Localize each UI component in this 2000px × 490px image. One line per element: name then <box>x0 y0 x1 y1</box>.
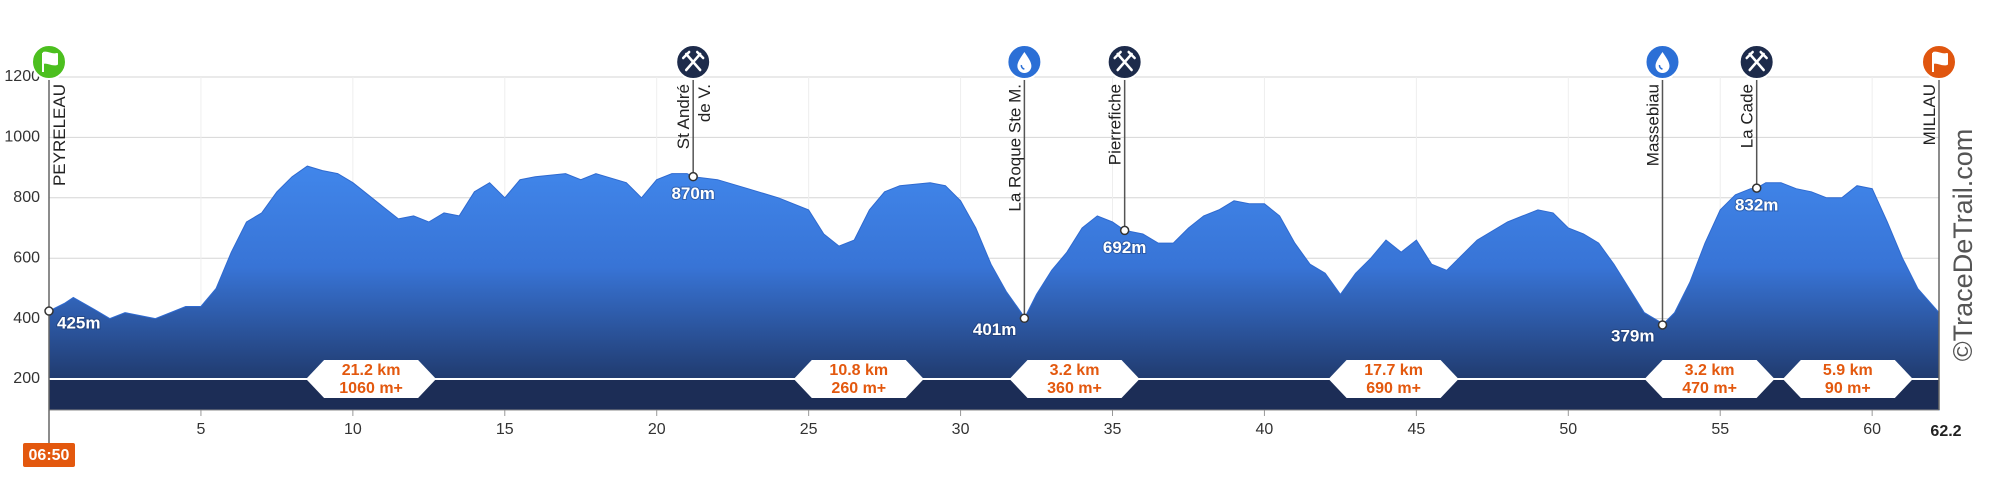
elevation-area <box>48 165 1940 411</box>
waypoint-point <box>1657 320 1668 330</box>
watermark: ©TraceDeTrail.com <box>1948 129 1978 361</box>
fork-knife-glyph <box>1745 50 1768 72</box>
elevation-label: 425m <box>57 314 100 333</box>
x-tick-label: 35 <box>1104 421 1122 438</box>
waypoint-icon <box>1006 44 1043 80</box>
waypoint-point <box>688 171 698 182</box>
waypoint-label: La Cade <box>1738 84 1757 148</box>
x-tick-label: 25 <box>800 421 818 438</box>
segment-distance: 10.8 km <box>829 362 888 379</box>
segment-badge <box>1644 360 1775 398</box>
segment-gain: 260 m+ <box>831 380 886 397</box>
segment-badge <box>1009 360 1140 398</box>
flag-glyph <box>1932 51 1948 72</box>
elevation-label: 692m <box>1103 238 1146 257</box>
y-tick-label: 1200 <box>4 68 40 85</box>
elevation-label: 832m <box>1735 196 1778 215</box>
x-tick-label: 20 <box>648 421 666 438</box>
drop-shine <box>1658 64 1663 70</box>
x-tick-label: 10 <box>344 421 362 438</box>
waypoint-label: MILLAU <box>1920 84 1939 145</box>
elevation-label: 870m <box>671 184 714 203</box>
x-tick-label: 40 <box>1256 421 1274 438</box>
waypoint-icon <box>675 44 712 80</box>
drop-glyph <box>1655 52 1670 73</box>
drop-glyph <box>1017 52 1032 73</box>
waypoint-point <box>44 306 54 316</box>
waypoint-label: PEYRELEAU <box>50 84 69 186</box>
drop-shine <box>1020 64 1025 70</box>
segment-badge <box>1782 360 1913 398</box>
elevation-label: 379m <box>1611 326 1654 345</box>
segment-badge <box>306 360 437 398</box>
waypoint-icon <box>31 44 67 80</box>
segment-distance: 21.2 km <box>342 362 401 379</box>
segment-gain: 360 m+ <box>1047 380 1102 397</box>
segment-gain: 690 m+ <box>1366 380 1421 397</box>
waypoint-icon <box>1644 44 1681 80</box>
segment-badge <box>793 360 924 398</box>
waypoint-icon <box>1106 44 1143 80</box>
start-time: 06:50 <box>29 447 70 464</box>
segment-distance: 5.9 km <box>1823 362 1873 379</box>
segment-gain: 1060 m+ <box>339 380 403 397</box>
x-tick-label: 15 <box>496 421 514 438</box>
waypoint-icon <box>1921 44 1957 80</box>
segment-gain: 90 m+ <box>1825 380 1871 397</box>
waypoint-label: La Roque Ste M. <box>1005 84 1024 212</box>
y-tick-label: 600 <box>13 249 40 266</box>
fork-knife-glyph <box>1113 50 1136 72</box>
waypoint-point <box>1019 313 1030 324</box>
segment-distance: 3.2 km <box>1050 362 1100 379</box>
waypoint-point <box>1751 183 1762 193</box>
x-tick-label: 55 <box>1711 421 1729 438</box>
x-tick-label: 50 <box>1559 421 1577 438</box>
waypoint-icon <box>1738 44 1775 80</box>
y-tick-label: 200 <box>13 370 40 387</box>
x-tick-label: 60 <box>1863 421 1881 438</box>
waypoint-label: Massebiau <box>1643 84 1662 166</box>
y-tick-label: 1000 <box>4 129 40 146</box>
start-time-box <box>23 443 75 467</box>
segment-badge <box>1328 360 1459 398</box>
segment-gain: 470 m+ <box>1682 380 1737 397</box>
y-tick-label: 400 <box>13 310 40 327</box>
waypoint-point <box>1119 225 1130 236</box>
segment-distance: 17.7 km <box>1364 362 1423 379</box>
x-tick-label: 45 <box>1407 421 1425 438</box>
waypoint-label: de V. <box>695 84 714 122</box>
segment-distance: 3.2 km <box>1685 362 1735 379</box>
x-tick-label: 5 <box>196 421 205 438</box>
waypoint-label: St André <box>674 84 693 149</box>
x-tick-label: 30 <box>952 421 970 438</box>
fork-knife-glyph <box>681 50 705 72</box>
x-end-label: 62.2 <box>1930 423 1961 440</box>
waypoint-label: Pierrefiche <box>1106 84 1125 165</box>
y-tick-label: 800 <box>13 189 40 206</box>
elevation-label: 401m <box>973 320 1016 339</box>
flag-glyph <box>42 51 58 72</box>
